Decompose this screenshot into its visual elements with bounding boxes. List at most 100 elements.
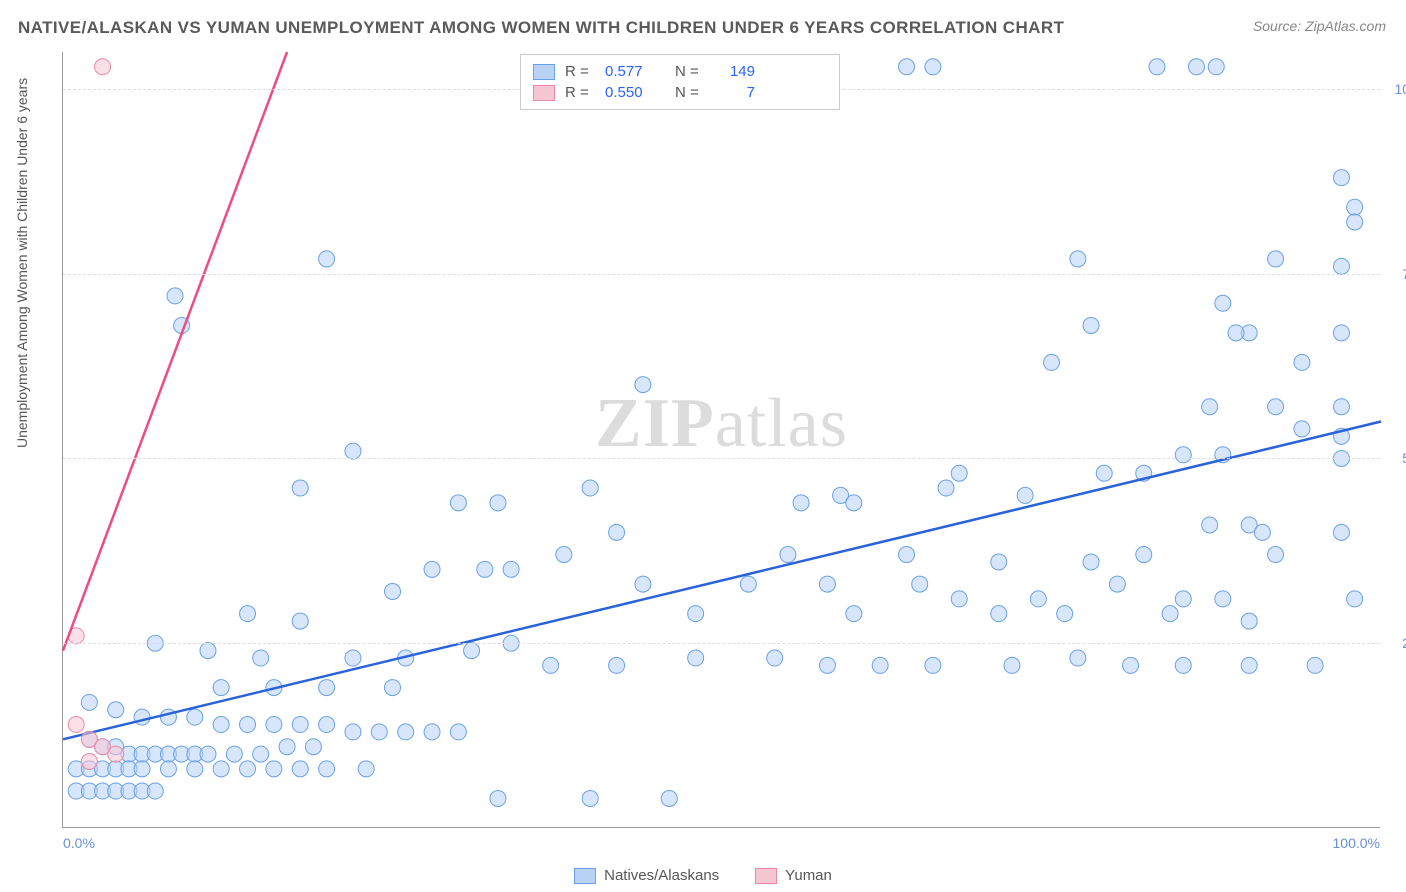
data-point bbox=[385, 680, 401, 696]
data-point bbox=[424, 561, 440, 577]
data-point bbox=[319, 251, 335, 267]
data-point bbox=[1175, 591, 1191, 607]
data-point bbox=[1294, 421, 1310, 437]
data-point bbox=[358, 761, 374, 777]
data-point bbox=[1347, 214, 1363, 230]
data-point bbox=[543, 657, 559, 673]
data-point bbox=[1057, 606, 1073, 622]
data-point bbox=[609, 657, 625, 673]
data-point bbox=[477, 561, 493, 577]
legend-r-value: 0.550 bbox=[605, 84, 665, 101]
legend-label: Yuman bbox=[785, 867, 832, 884]
legend-item: Yuman bbox=[755, 867, 832, 884]
data-point bbox=[1333, 399, 1349, 415]
data-point bbox=[951, 591, 967, 607]
data-point bbox=[938, 480, 954, 496]
data-point bbox=[1333, 325, 1349, 341]
data-point bbox=[899, 547, 915, 563]
data-point bbox=[187, 761, 203, 777]
data-point bbox=[160, 761, 176, 777]
data-point bbox=[240, 717, 256, 733]
data-point bbox=[240, 606, 256, 622]
data-point bbox=[1030, 591, 1046, 607]
data-point bbox=[108, 702, 124, 718]
legend-n-label: N = bbox=[675, 84, 705, 101]
legend-r-label: R = bbox=[565, 84, 595, 101]
data-point bbox=[1347, 591, 1363, 607]
data-point bbox=[266, 761, 282, 777]
chart-title: NATIVE/ALASKAN VS YUMAN UNEMPLOYMENT AMO… bbox=[18, 18, 1064, 38]
correlation-legend: R = 0.577 N = 149 R = 0.550 N = 7 bbox=[520, 54, 840, 110]
data-point bbox=[81, 694, 97, 710]
gridline bbox=[63, 274, 1380, 275]
data-point bbox=[1070, 251, 1086, 267]
data-point bbox=[266, 717, 282, 733]
legend-swatch-yuman bbox=[533, 85, 555, 101]
data-point bbox=[81, 753, 97, 769]
data-point bbox=[846, 606, 862, 622]
data-point bbox=[767, 650, 783, 666]
data-point bbox=[1188, 59, 1204, 75]
data-point bbox=[1149, 59, 1165, 75]
data-point bbox=[1202, 399, 1218, 415]
data-point bbox=[147, 783, 163, 799]
data-point bbox=[213, 680, 229, 696]
data-point bbox=[68, 717, 84, 733]
data-point bbox=[1333, 170, 1349, 186]
data-point bbox=[385, 584, 401, 600]
data-point bbox=[1044, 354, 1060, 370]
data-point bbox=[899, 59, 915, 75]
data-point bbox=[292, 613, 308, 629]
data-point bbox=[1162, 606, 1178, 622]
data-point bbox=[450, 495, 466, 511]
data-point bbox=[1241, 613, 1257, 629]
data-point bbox=[1004, 657, 1020, 673]
data-point bbox=[1109, 576, 1125, 592]
data-point bbox=[319, 717, 335, 733]
data-point bbox=[740, 576, 756, 592]
data-point bbox=[661, 790, 677, 806]
legend-label: Natives/Alaskans bbox=[604, 867, 719, 884]
data-point bbox=[1202, 517, 1218, 533]
data-point bbox=[371, 724, 387, 740]
y-tick-label: 25.0% bbox=[1387, 635, 1406, 651]
legend-row: R = 0.577 N = 149 bbox=[533, 61, 827, 82]
legend-swatch-yuman bbox=[755, 868, 777, 884]
data-point bbox=[1208, 59, 1224, 75]
legend-r-label: R = bbox=[565, 63, 595, 80]
data-point bbox=[1175, 657, 1191, 673]
data-point bbox=[345, 724, 361, 740]
data-point bbox=[1268, 547, 1284, 563]
legend-n-value: 149 bbox=[715, 63, 755, 80]
data-point bbox=[1228, 325, 1244, 341]
data-point bbox=[292, 761, 308, 777]
data-point bbox=[582, 790, 598, 806]
y-tick-label: 100.0% bbox=[1387, 81, 1406, 97]
data-point bbox=[688, 650, 704, 666]
legend-swatch-natives bbox=[574, 868, 596, 884]
data-point bbox=[1215, 591, 1231, 607]
data-point bbox=[991, 554, 1007, 570]
data-point bbox=[1307, 657, 1323, 673]
data-point bbox=[1083, 317, 1099, 333]
data-point bbox=[1268, 251, 1284, 267]
data-point bbox=[1017, 487, 1033, 503]
data-point bbox=[780, 547, 796, 563]
data-point bbox=[292, 717, 308, 733]
data-point bbox=[556, 547, 572, 563]
scatter-svg bbox=[63, 52, 1380, 827]
data-point bbox=[253, 650, 269, 666]
y-tick-label: 75.0% bbox=[1387, 266, 1406, 282]
data-point bbox=[134, 761, 150, 777]
data-point bbox=[635, 576, 651, 592]
data-point bbox=[688, 606, 704, 622]
data-point bbox=[582, 480, 598, 496]
legend-n-value: 7 bbox=[715, 84, 755, 101]
data-point bbox=[1175, 447, 1191, 463]
y-axis-label: Unemployment Among Women with Children U… bbox=[14, 78, 30, 448]
data-point bbox=[1096, 465, 1112, 481]
data-point bbox=[503, 561, 519, 577]
legend-row: R = 0.550 N = 7 bbox=[533, 82, 827, 103]
data-point bbox=[95, 59, 111, 75]
data-point bbox=[108, 746, 124, 762]
